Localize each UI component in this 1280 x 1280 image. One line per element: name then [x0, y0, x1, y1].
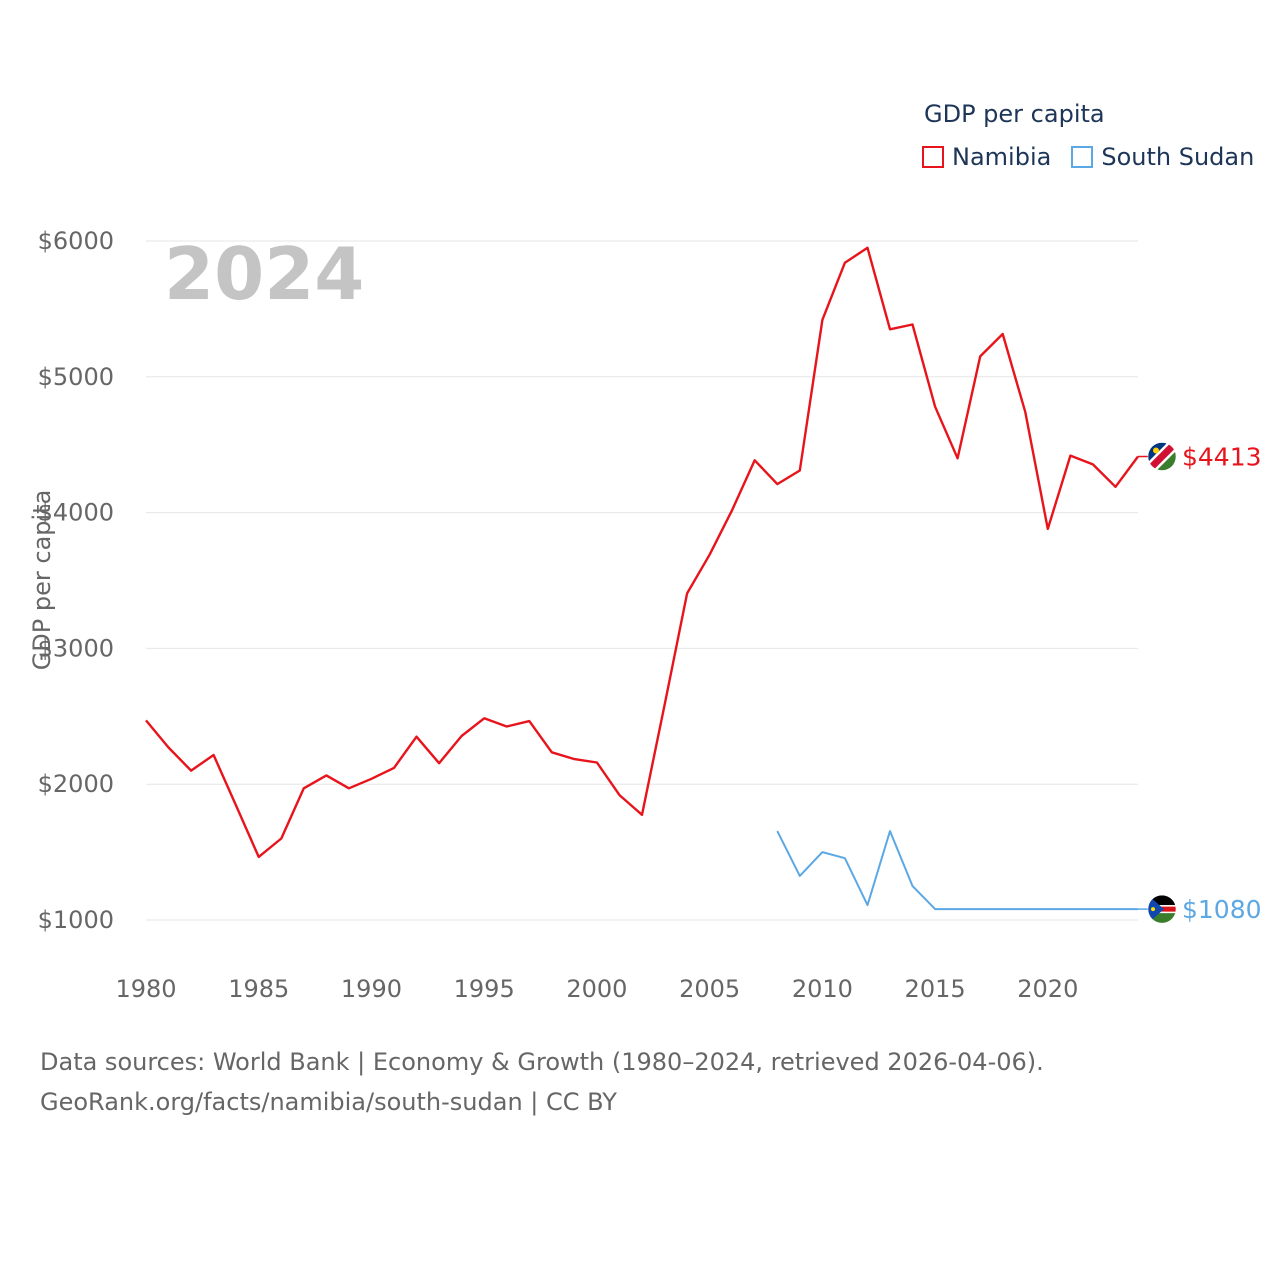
line-chart: $1000$2000$3000$4000$5000$6000 1980 1985 1…: [28, 227, 1262, 1003]
legend-label-south-sudan: South Sudan: [1101, 143, 1255, 171]
x-tick-label: 2010: [792, 975, 853, 1003]
y-tick-label: $1000: [38, 906, 114, 934]
x-tick-label: 2000: [566, 975, 627, 1003]
series-line-south-sudan[interactable]: [776, 830, 1138, 911]
y-tick-label: $4000: [38, 499, 114, 527]
end-value-label-south-sudan: $1080: [1182, 895, 1262, 924]
data-source: Data sources: World Bank | Economy & Gro…: [40, 1042, 1044, 1122]
y-tick-label: $2000: [38, 770, 114, 798]
y-tick-label: $6000: [38, 227, 114, 255]
x-tick-label: 2020: [1017, 975, 1078, 1003]
legend: Namibia South Sudan: [922, 143, 1274, 171]
legend-swatch-namibia: [922, 146, 944, 168]
series-line-namibia[interactable]: [145, 246, 1139, 859]
end-markers: $4413 $1080: [1138, 442, 1262, 924]
x-tick-label: 1980: [115, 975, 176, 1003]
y-axis-ticks: $1000 $2000 $3000 $4000 $5000 $6000: [38, 227, 114, 934]
legend-title: GDP per capita: [924, 100, 1105, 128]
y-tick-label: $3000: [38, 634, 114, 662]
namibia-flag-icon: [1147, 442, 1177, 471]
source-line: Data sources: World Bank | Economy & Gro…: [40, 1048, 1044, 1076]
legend-item-namibia[interactable]: Namibia: [922, 143, 1051, 171]
gridlines: [146, 240, 1138, 921]
x-tick-label: 2005: [679, 975, 740, 1003]
south-sudan-flag-icon: [1147, 894, 1177, 924]
x-tick-label: 1995: [454, 975, 515, 1003]
x-tick-label: 1985: [228, 975, 289, 1003]
x-tick-label: 1990: [341, 975, 402, 1003]
year-label: 2024: [164, 232, 365, 316]
y-axis-label: GDP per capita: [28, 490, 56, 671]
legend-swatch-south-sudan: [1071, 146, 1094, 168]
series-lines: [145, 246, 1139, 911]
source-url[interactable]: GeoRank.org/facts/namibia/south-sudan | …: [40, 1088, 617, 1116]
legend-label-namibia: Namibia: [952, 143, 1052, 171]
end-value-label-namibia: $4413: [1182, 443, 1262, 472]
x-axis-ticks: 1980 1985 1990 1995 2000 2005 2010 2015 2020: [115, 975, 1078, 1003]
legend-item-south-sudan[interactable]: South Sudan: [1071, 143, 1254, 171]
x-tick-label: 2015: [905, 975, 966, 1003]
y-tick-label: $5000: [38, 363, 114, 391]
